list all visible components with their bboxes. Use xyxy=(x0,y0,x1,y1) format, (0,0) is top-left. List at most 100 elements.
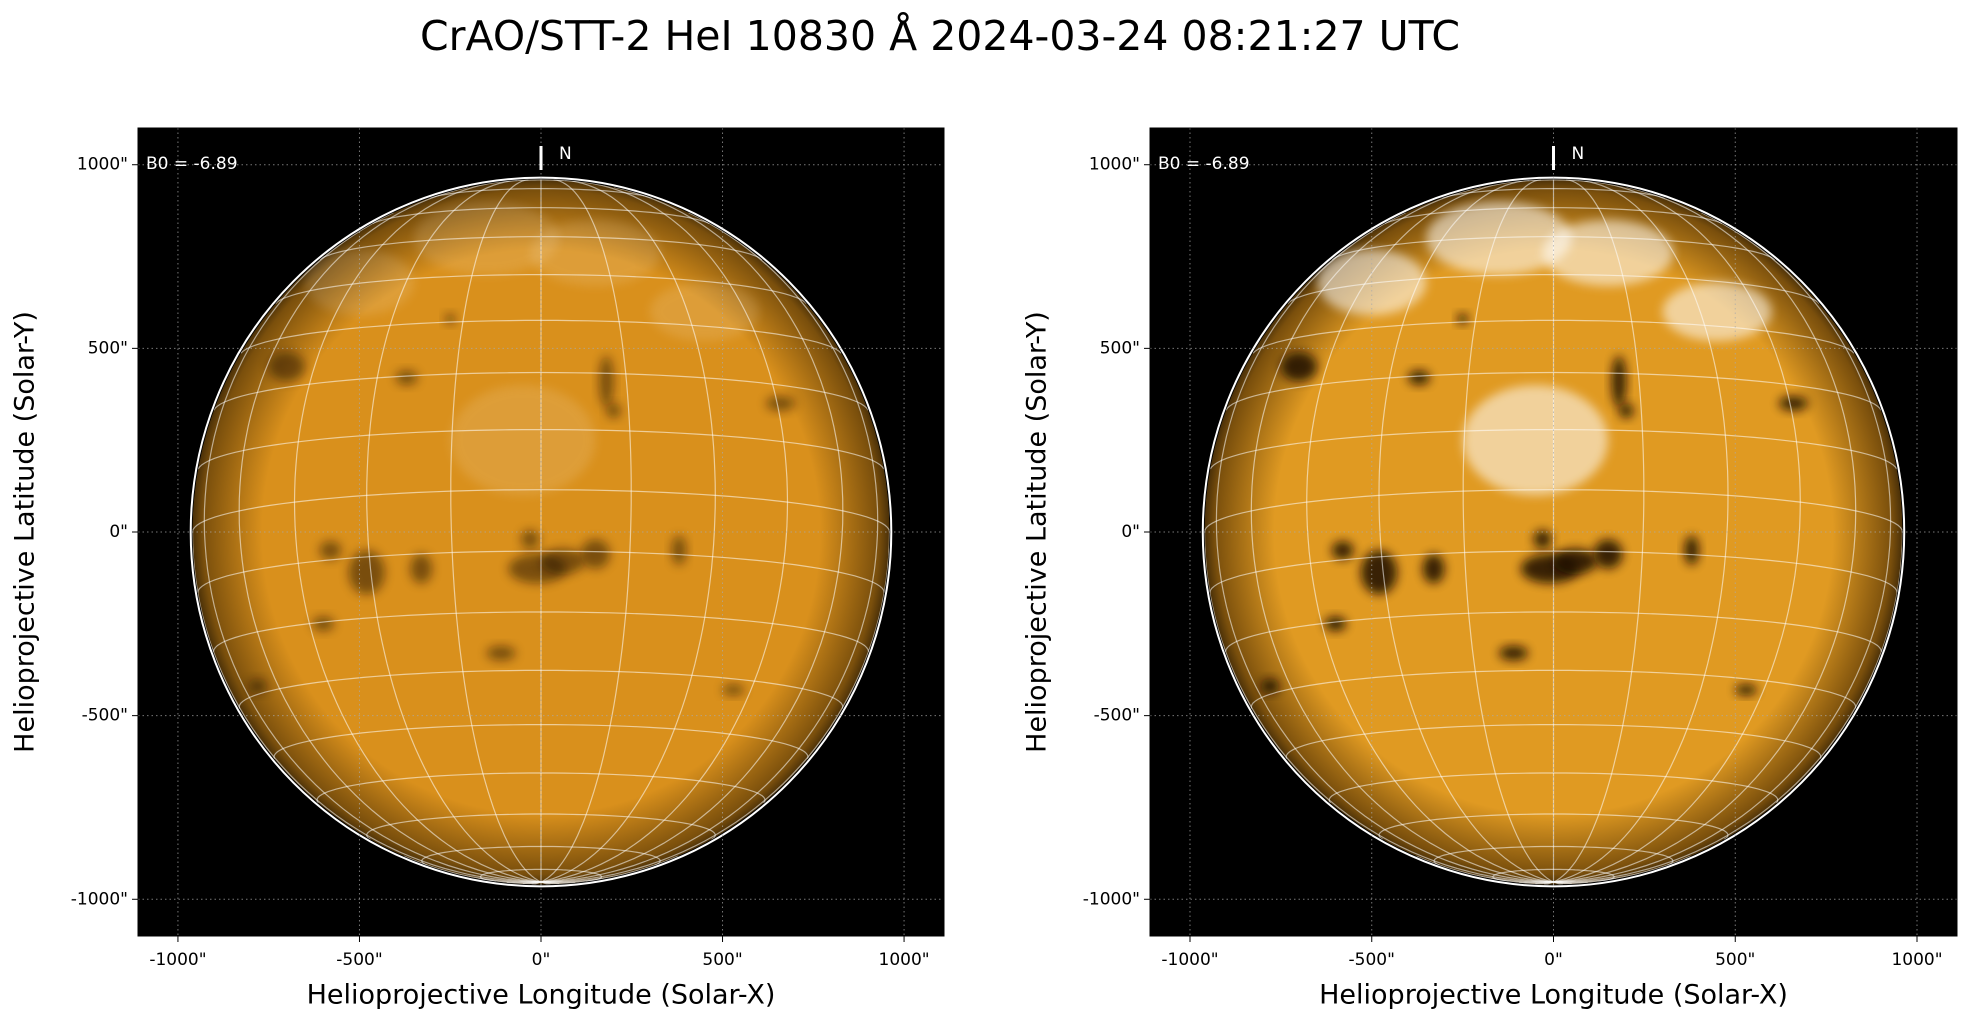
y-tick-label: 0" xyxy=(1121,522,1140,542)
x-tick-label: 0" xyxy=(1544,950,1563,970)
parallel xyxy=(192,489,890,533)
x-tick-label: 1000" xyxy=(879,950,930,970)
dark-feature xyxy=(248,678,267,694)
dark-feature xyxy=(1260,678,1280,694)
dark-feature xyxy=(486,645,516,661)
dark-feature xyxy=(410,554,433,584)
y-tick-label: 1000" xyxy=(77,155,128,175)
y-tick-label: 0" xyxy=(109,522,128,542)
meridian xyxy=(1306,181,1554,883)
dark-feature xyxy=(319,541,342,560)
dark-feature xyxy=(1331,541,1354,560)
parallel xyxy=(1287,274,1820,305)
dark-feature xyxy=(1533,530,1552,549)
meridian xyxy=(1204,531,1554,883)
meridian xyxy=(203,212,542,883)
parallel xyxy=(1378,813,1729,840)
dark-feature xyxy=(521,530,540,549)
meridian xyxy=(192,531,542,883)
meridian xyxy=(238,186,542,883)
axes-frame xyxy=(137,127,945,937)
dark-feature xyxy=(1408,370,1430,386)
parallel xyxy=(1384,207,1723,224)
meridian xyxy=(1553,181,1801,883)
parallel xyxy=(1433,845,1674,866)
bright-region xyxy=(450,385,596,496)
solar-disk xyxy=(1204,179,1903,885)
dark-feature xyxy=(348,550,385,595)
parallel xyxy=(1252,319,1855,354)
dark-feature xyxy=(1778,396,1808,411)
bright-region xyxy=(649,282,759,342)
annotation-north: N xyxy=(559,144,572,164)
dark-feature xyxy=(580,539,610,569)
x-axis-label: Helioprojective Longitude (Solar-X) xyxy=(1319,980,1788,1011)
x-tick-label: 500" xyxy=(1715,950,1755,970)
x-tick-label: -1000" xyxy=(1161,950,1218,970)
dark-feature xyxy=(599,355,614,408)
meridian xyxy=(1553,881,1563,885)
meridian xyxy=(540,181,789,883)
meridian xyxy=(1462,179,1554,883)
x-tick-label: 1000" xyxy=(1891,950,1942,970)
meridian xyxy=(1250,186,1554,883)
figure-title: CrAO/STT-2 HeI 10830 Å 2024-03-24 08:21:… xyxy=(420,12,1460,60)
parallel xyxy=(366,813,716,840)
parallel xyxy=(1492,868,1615,883)
dark-feature xyxy=(1498,645,1529,661)
dark-feature xyxy=(1611,355,1627,408)
dark-feature xyxy=(395,370,418,386)
x-tick-label: 500" xyxy=(702,950,742,970)
y-tick-label: -1000" xyxy=(71,889,128,909)
y-tick-label: -1000" xyxy=(1083,889,1140,909)
y-axis-label: Helioprojective Latitude (Solar-Y) xyxy=(1022,311,1053,753)
dark-feature xyxy=(722,684,745,696)
meridian xyxy=(450,179,542,883)
y-tick-label: 500" xyxy=(88,338,128,358)
parallel xyxy=(479,868,603,883)
x-tick-label: -500" xyxy=(1349,950,1395,970)
dark-feature xyxy=(1684,535,1699,566)
parallel xyxy=(238,669,844,710)
parallel xyxy=(429,188,653,199)
meridian xyxy=(540,186,844,883)
parallel xyxy=(1510,179,1597,183)
axes-frame xyxy=(1149,127,1958,937)
dark-feature xyxy=(1422,554,1445,584)
y-tick-label: -500" xyxy=(82,706,128,726)
bright-region xyxy=(1662,282,1772,342)
dark-feature xyxy=(1735,684,1758,696)
meridian xyxy=(1378,179,1554,883)
annotation-b0: B0 = -6.89 xyxy=(1158,154,1250,174)
annotation-b0: B0 = -6.89 xyxy=(146,154,238,174)
parallel xyxy=(240,319,842,354)
meridian xyxy=(1553,179,1729,883)
x-tick-label: -500" xyxy=(336,950,382,970)
parallel xyxy=(498,179,584,183)
bright-region xyxy=(1426,201,1572,275)
solar-disk xyxy=(192,179,890,885)
meridian xyxy=(540,179,716,883)
annotation-north: N xyxy=(1572,144,1585,164)
dark-feature xyxy=(541,548,585,575)
dark-feature xyxy=(766,396,796,411)
parallel xyxy=(275,274,807,305)
meridian xyxy=(540,881,551,885)
meridian xyxy=(366,179,542,883)
meridian xyxy=(1553,179,1645,883)
y-tick-label: -500" xyxy=(1094,706,1140,726)
meridian xyxy=(1215,212,1554,883)
bright-region xyxy=(1462,385,1609,496)
dark-feature xyxy=(268,352,306,382)
dark-feature xyxy=(1618,403,1634,419)
bright-region xyxy=(413,201,560,275)
y-axis-label: Helioprojective Latitude (Solar-Y) xyxy=(10,311,41,753)
dark-feature xyxy=(1553,548,1598,575)
parallel xyxy=(1441,188,1666,199)
x-axis-label: Helioprojective Longitude (Solar-X) xyxy=(307,980,776,1011)
dark-feature xyxy=(1593,539,1623,569)
dark-feature xyxy=(1360,550,1398,595)
dark-feature xyxy=(606,403,621,419)
meridian xyxy=(540,212,879,883)
